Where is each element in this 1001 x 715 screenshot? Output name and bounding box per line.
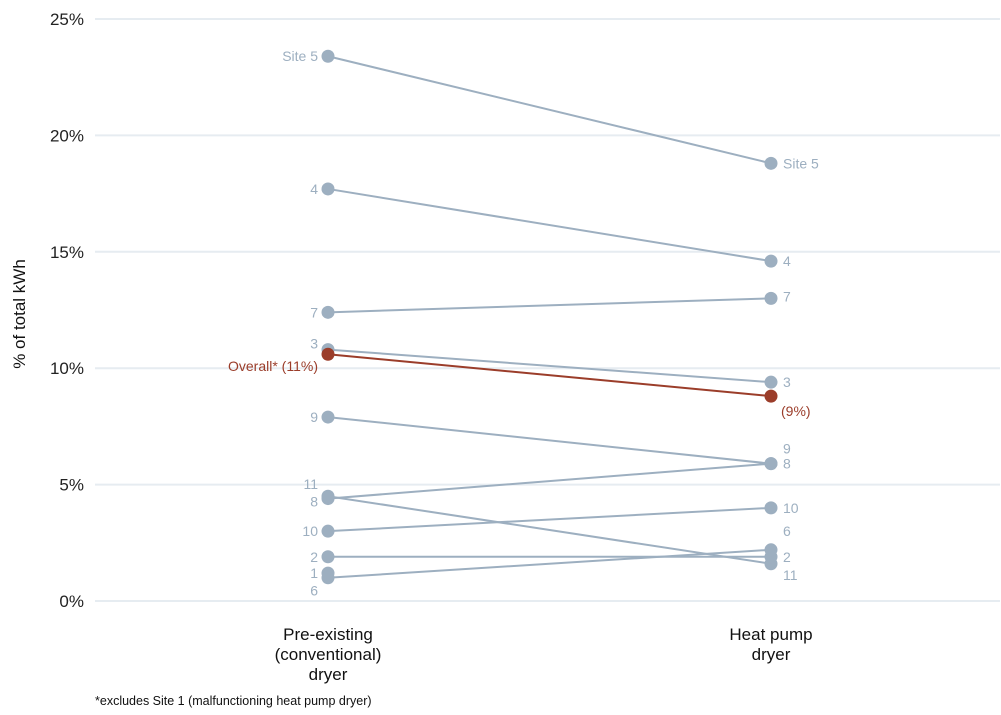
- data-point: [764, 457, 778, 471]
- series-line: [327, 548, 772, 579]
- data-point: [764, 501, 778, 515]
- point-label-left: 6: [310, 583, 318, 599]
- point-label-right: (9%): [781, 403, 811, 419]
- data-point: [764, 389, 778, 403]
- y-tick-labels: 0% 5% 10% 15% 20% 25%: [50, 10, 84, 611]
- category-label-line: dryer: [309, 665, 348, 684]
- data-point: [321, 347, 335, 361]
- y-axis-label: % of total kWh: [10, 259, 29, 369]
- site-points: [321, 49, 778, 585]
- data-point: [321, 305, 335, 319]
- data-point: [321, 182, 335, 196]
- category-label-line: (conventional): [275, 645, 382, 664]
- y-tick-label: 25%: [50, 10, 84, 29]
- point-label-right: 3: [783, 374, 791, 390]
- data-point: [321, 489, 335, 503]
- data-point: [764, 254, 778, 268]
- series-line: [327, 55, 772, 165]
- series-line: [327, 353, 772, 398]
- category-label: Heat pump dryer: [729, 625, 812, 664]
- point-label-left: 3: [310, 336, 318, 352]
- point-label-right: 10: [783, 500, 799, 516]
- point-label-right: Site 5: [783, 155, 819, 171]
- point-label-left: 1: [310, 565, 318, 581]
- data-point: [321, 524, 335, 538]
- point-label-right: 8: [783, 456, 791, 472]
- series-line: [327, 495, 772, 565]
- point-label-right: 6: [783, 523, 791, 539]
- point-label-right: 2: [783, 549, 791, 565]
- point-label-right: 9: [783, 441, 791, 457]
- gridlines: [95, 18, 1000, 602]
- data-point: [321, 550, 335, 564]
- point-label-left: 9: [310, 409, 318, 425]
- y-tick-label: 0%: [59, 592, 84, 611]
- data-point: [764, 375, 778, 389]
- point-label-right: 7: [783, 288, 791, 304]
- category-label: Pre-existing (conventional) dryer: [275, 625, 382, 684]
- data-point: [321, 566, 335, 580]
- point-label-right: 4: [783, 253, 791, 269]
- footnote: *excludes Site 1 (malfunctioning heat pu…: [95, 694, 372, 708]
- category-label-line: Pre-existing: [283, 625, 373, 644]
- series-line: [327, 506, 772, 533]
- category-label-line: Heat pump: [729, 625, 812, 644]
- data-point: [764, 156, 778, 170]
- site-lines: [327, 55, 772, 579]
- data-point: [321, 410, 335, 424]
- point-label-left: 2: [310, 549, 318, 565]
- series-line: [327, 462, 772, 500]
- point-label-right: 11: [783, 567, 798, 583]
- series-line: [327, 297, 772, 314]
- point-label-left: 8: [310, 494, 318, 510]
- y-tick-label: 15%: [50, 243, 84, 262]
- data-point: [764, 543, 778, 557]
- point-label-left: Overall* (11%): [228, 358, 318, 374]
- data-point: [321, 49, 335, 63]
- point-label-left: Site 5: [282, 48, 318, 64]
- series-line: [327, 187, 772, 263]
- point-label-left: 7: [310, 304, 318, 320]
- point-label-left: 11: [303, 476, 318, 492]
- y-tick-label: 10%: [50, 359, 84, 378]
- point-label-left: 10: [302, 523, 318, 539]
- series-line: [327, 416, 772, 465]
- series-line: [327, 348, 772, 384]
- category-label-line: dryer: [752, 645, 791, 664]
- y-tick-label: 5%: [59, 476, 84, 495]
- y-tick-label: 20%: [50, 126, 84, 145]
- point-label-left: 4: [310, 181, 318, 197]
- data-point: [764, 291, 778, 305]
